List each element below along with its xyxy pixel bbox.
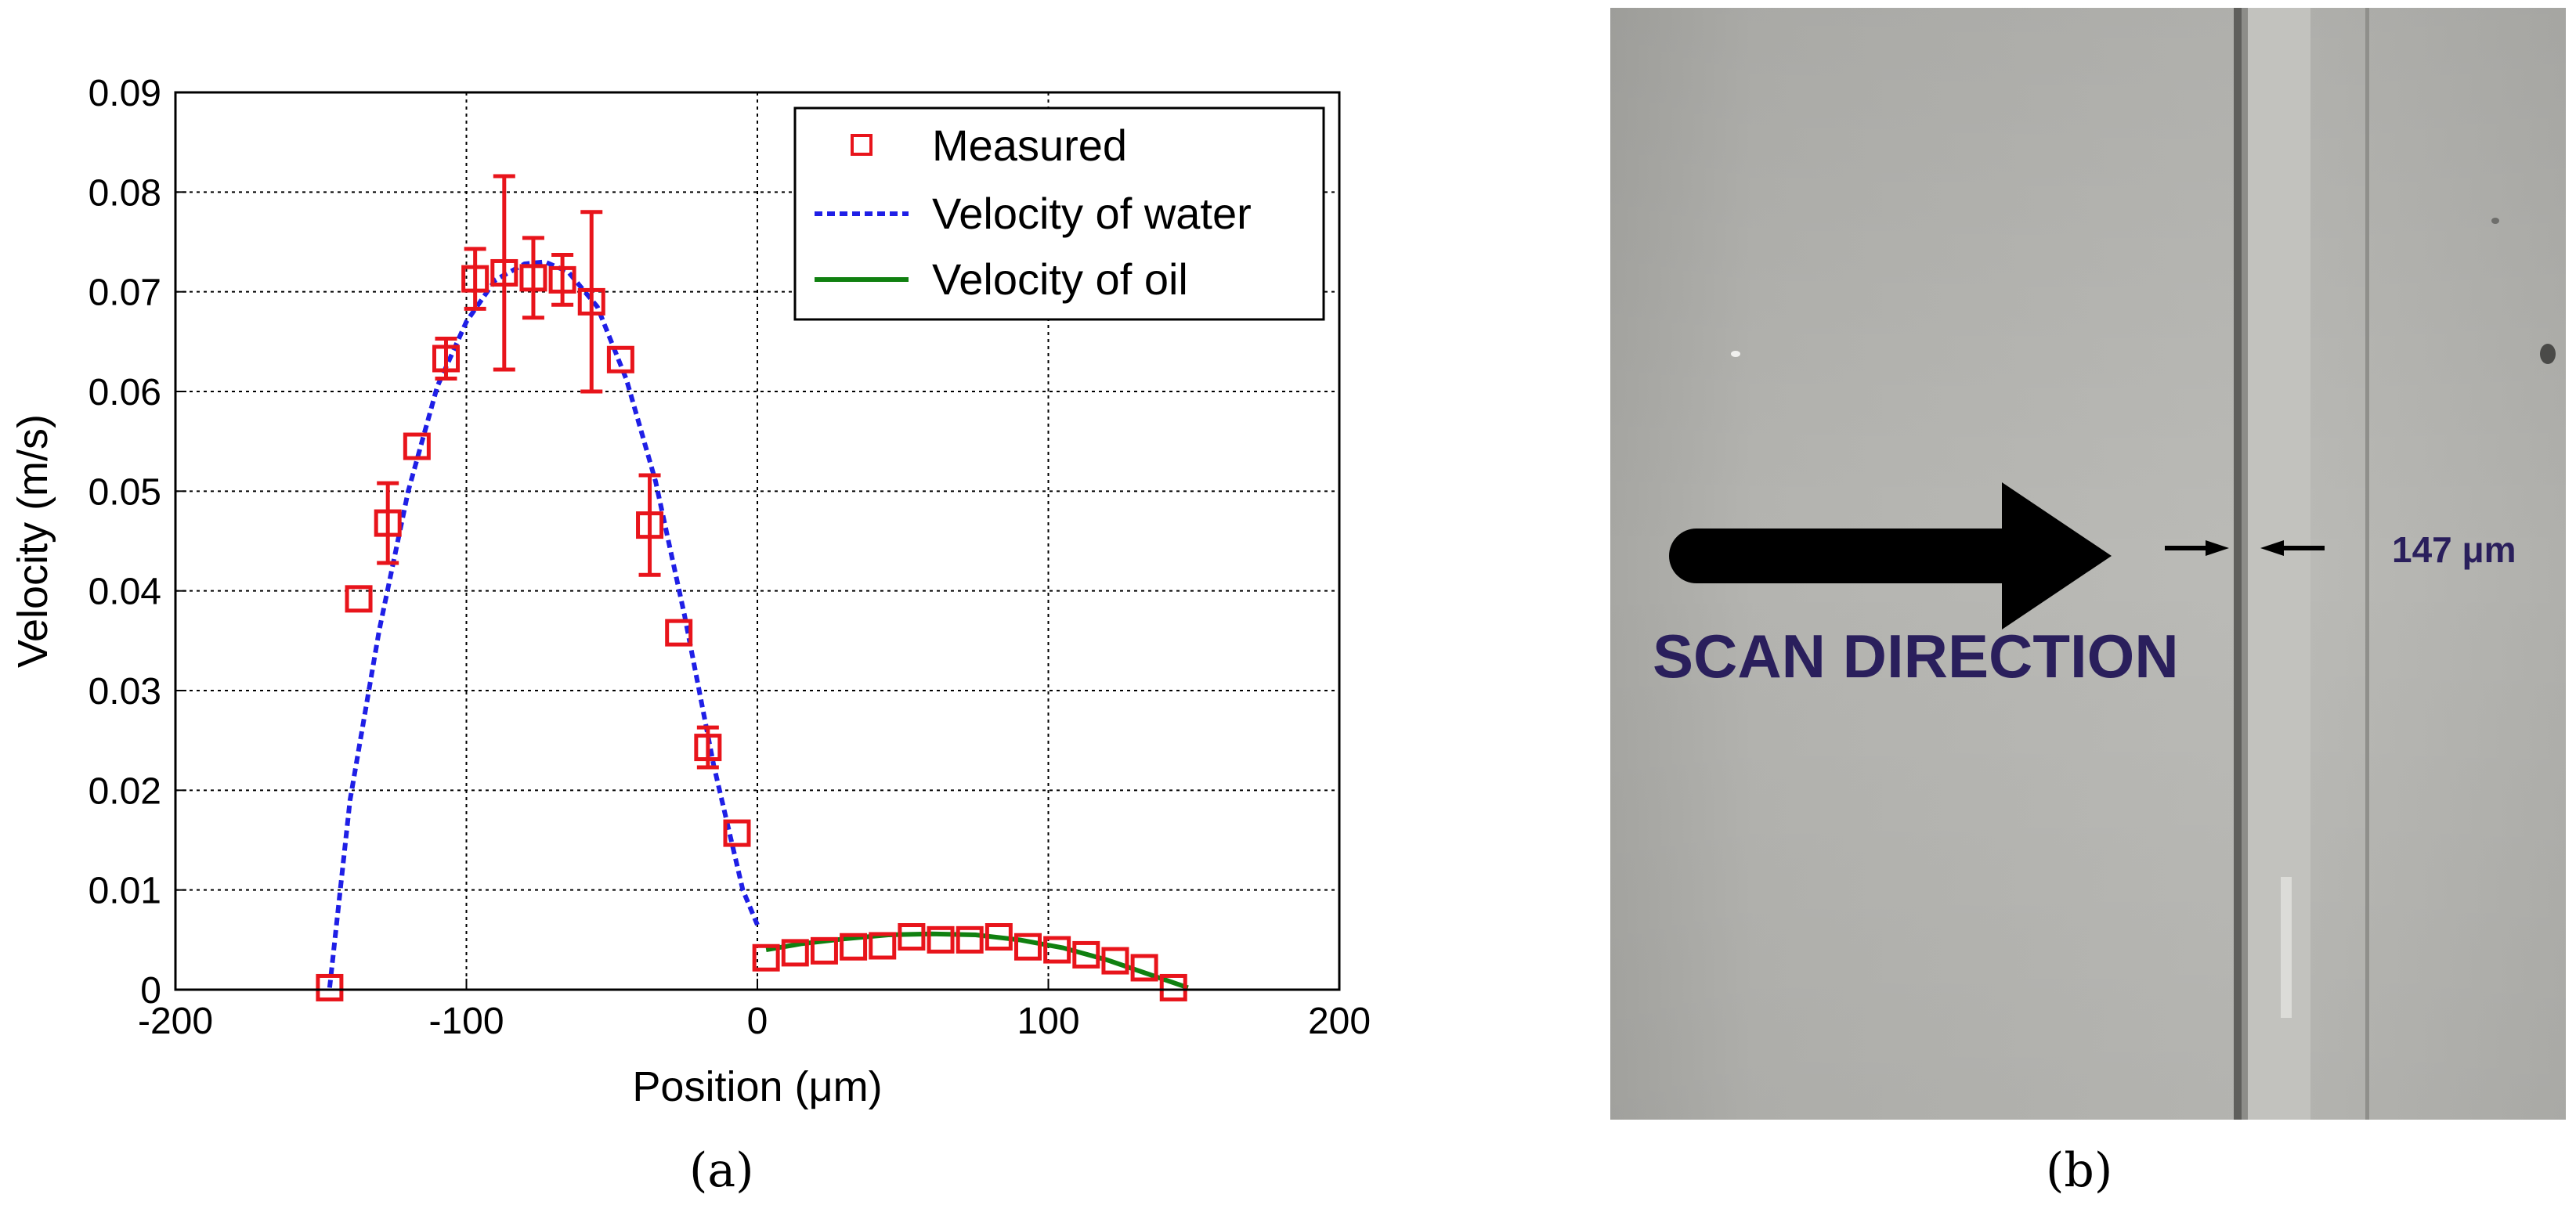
measured-point [1159,973,1187,1001]
measured-point [723,819,751,847]
y-tick-label: 0.06 [89,372,161,413]
y-tick-label: 0.09 [89,73,161,114]
y-tick-label: 0.02 [89,770,161,812]
measured-point [374,509,402,537]
measured-point [1101,947,1129,975]
scan-direction-arrow [1669,482,2112,630]
scan-direction-label: SCAN DIRECTION [1653,622,2179,691]
photo-speck [2491,218,2499,224]
measured-point [869,932,897,960]
y-tick-label: 0.01 [89,871,161,912]
legend: Measured Velocity of water Velocity of o… [793,106,1325,321]
measured-point [752,943,780,972]
measured-point [985,923,1013,951]
caption-a: (a) [689,1143,754,1198]
legend-measured-marker [851,134,873,156]
channel-wall-right [2365,8,2369,1120]
measured-point [956,925,984,954]
measured-point [898,923,926,951]
photo-speck [2540,344,2556,364]
measured-point [432,345,460,373]
y-axis-label: Velocity (m/s) [9,414,56,668]
measured-point [810,936,838,965]
measured-point [927,925,955,954]
measured-point [840,933,868,961]
measured-point [1130,954,1158,982]
velocity-profile-chart: -200 -100 0 100 200 0 0.01 0.02 0.03 0.04 0.05 0.06… [9,73,1371,1110]
x-tick-label: -200 [138,1001,213,1042]
measured-point [577,287,605,316]
channel-wall-left-shadow [2242,8,2248,1120]
microscope-photo: SCAN DIRECTION 147 μm [1610,8,2566,1120]
width-arrow-right-icon [2260,540,2325,556]
measured-point [1043,936,1071,964]
x-tick-label: 0 [747,1001,768,1042]
legend-water-label: Velocity of water [932,189,1252,238]
measured-point [636,511,664,539]
measured-point [519,264,547,292]
x-tick-label: 200 [1308,1001,1371,1042]
plot-frame [174,91,1341,991]
y-tick-label: 0.05 [89,471,161,513]
measured-point [490,258,518,287]
x-tick-label: -100 [428,1001,504,1042]
measured-point [1013,933,1042,961]
measured-point [665,619,693,647]
x-tick-label: 100 [1017,1001,1079,1042]
measured-point [548,265,576,294]
y-tick-label: 0.07 [89,272,161,314]
measured-point [606,345,634,373]
caption-b: (b) [2046,1143,2113,1198]
channel-interior [2248,8,2310,1120]
x-axis-label: Position (μm) [632,1063,882,1110]
legend-measured-label: Measured [932,121,1127,170]
width-measurement-label: 147 μm [2392,529,2516,570]
measured-point [403,432,431,460]
measured-point [316,973,344,1001]
y-tick-label: 0.04 [89,572,161,613]
y-tick-label: 0.03 [89,671,161,713]
water-velocity-line [327,259,760,988]
photo-speck [1731,351,1740,357]
measured-point [345,585,373,613]
width-arrow-left-icon [2165,540,2229,556]
y-tick-label: 0 [140,970,161,1012]
y-tick-label: 0.08 [89,172,161,214]
channel-wall-left [2234,8,2242,1120]
measured-point [1072,940,1100,969]
axis-ticks: -200 -100 0 100 200 0 0.01 0.02 0.03 0.04 0.05 0.06… [89,73,1371,1042]
photo-highlight [2281,877,2292,1018]
measured-point [694,734,722,762]
measured-point [461,265,490,293]
measured-point [781,939,809,967]
data-series [316,174,1189,1001]
legend-oil-label: Velocity of oil [932,254,1188,304]
